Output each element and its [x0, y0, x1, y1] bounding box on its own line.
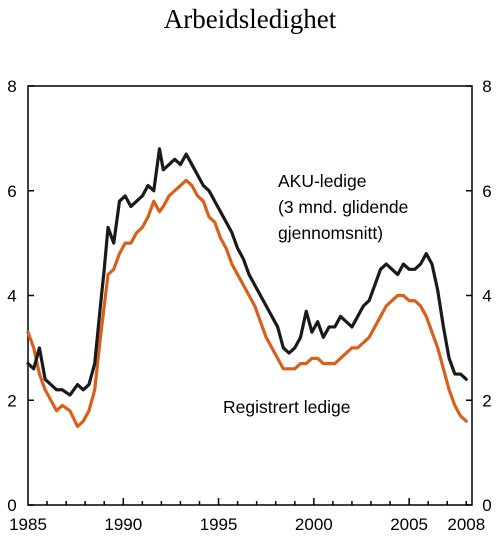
x-tick-label: 2008 — [447, 515, 485, 534]
series-group — [26, 147, 468, 429]
x-tick-label: 1985 — [9, 515, 47, 534]
y-tick-label-left: 0 — [7, 496, 16, 515]
y-tick-label-right: 4 — [482, 287, 491, 306]
y-tick-label-right: 2 — [482, 391, 491, 410]
x-tick-label: 2000 — [295, 515, 333, 534]
y-tick-label-left: 2 — [7, 391, 16, 410]
y-tick-label-right: 8 — [482, 77, 491, 96]
y-tick-label-right: 0 — [482, 496, 491, 515]
x-tick-label: 1990 — [104, 515, 142, 534]
y-tick-label-left: 8 — [7, 77, 16, 96]
x-tick-label: 2005 — [390, 515, 428, 534]
annotation-aku-line1: AKU-ledige — [278, 171, 367, 191]
annotation-aku-line3: gjennomsnitt) — [278, 223, 383, 243]
annotations: AKU-ledige (3 mnd. glidende gjennomsnitt… — [223, 171, 408, 417]
y-tick-label-right: 6 — [482, 182, 491, 201]
y-tick-label-left: 4 — [7, 287, 16, 306]
x-tick-label: 1995 — [200, 515, 238, 534]
annotation-registrert: Registrert ledige — [223, 397, 350, 417]
series-line-aku-ledige — [26, 147, 468, 397]
annotation-aku-line2: (3 mnd. glidende — [278, 197, 408, 217]
series-line-registrert-ledige — [26, 178, 468, 429]
y-tick-label-left: 6 — [7, 182, 16, 201]
chart-title: Arbeidsledighet — [164, 4, 337, 34]
axes: 0 0 2 2 4 4 6 6 8 8 1985 1990 1995 2000 2005 2008 — [7, 77, 491, 534]
